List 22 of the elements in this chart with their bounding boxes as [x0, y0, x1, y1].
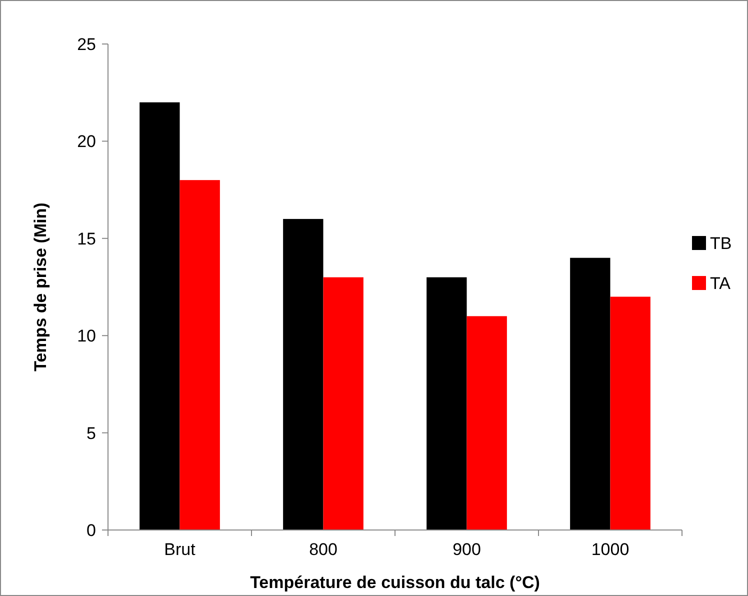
- y-tick-label: 15: [77, 229, 96, 248]
- y-tick-label: 20: [77, 132, 96, 152]
- bar: [426, 277, 467, 530]
- x-tick-label: 800: [309, 540, 338, 559]
- y-tick-label: 10: [77, 326, 96, 346]
- y-tick-label: 25: [77, 34, 96, 54]
- legend-label: TA: [710, 274, 732, 293]
- x-axis-title: Température de cuisson du talc (°C): [250, 573, 540, 592]
- bar: [466, 316, 507, 530]
- y-axis-title: Temps de prise (Min): [31, 202, 50, 372]
- x-tick-label: Brut: [164, 540, 196, 559]
- y-tick-label: 5: [86, 424, 96, 443]
- legend-label: TB: [710, 234, 732, 253]
- bar: [180, 180, 220, 530]
- bar: [283, 218, 324, 530]
- bar: [610, 296, 650, 530]
- x-tick-label: 900: [452, 540, 481, 559]
- bar: [323, 277, 364, 530]
- bar: [570, 258, 610, 530]
- y-tick-label: 0: [86, 520, 96, 540]
- x-tick-label: 1000: [591, 540, 630, 559]
- bar: [140, 102, 180, 530]
